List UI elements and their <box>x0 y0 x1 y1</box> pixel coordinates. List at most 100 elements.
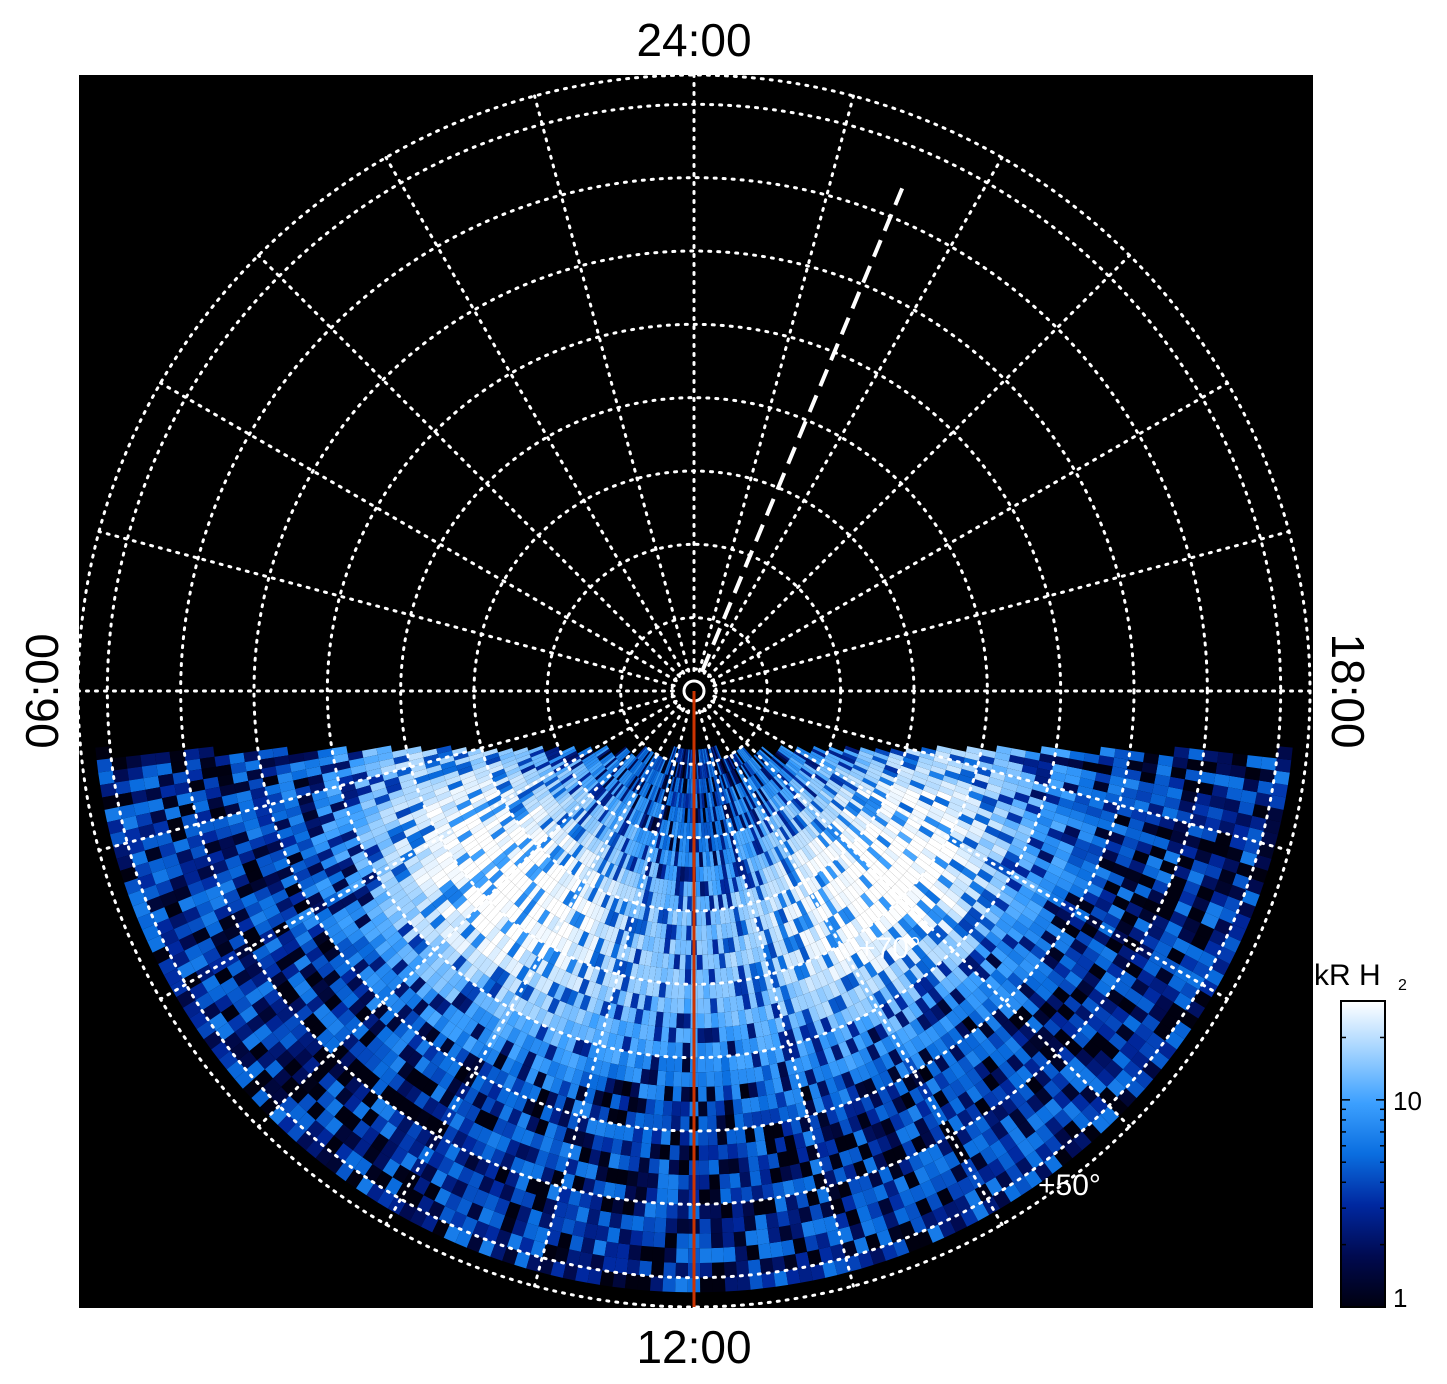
emission-cell <box>479 994 495 1011</box>
emission-cell <box>413 939 430 955</box>
emission-cell <box>258 1005 277 1024</box>
emission-cell <box>224 854 243 870</box>
emission-cell <box>290 822 308 836</box>
emission-cell <box>545 801 560 815</box>
emission-cell <box>306 995 325 1013</box>
emission-cell <box>574 863 586 878</box>
emission-cell <box>243 817 261 832</box>
emission-cell <box>688 852 693 867</box>
emission-cell <box>201 974 221 993</box>
emission-cell <box>337 857 355 871</box>
emission-cell <box>189 1010 209 1029</box>
emission-cell <box>450 934 466 951</box>
emission-cell <box>712 1042 721 1058</box>
emission-cell <box>739 1171 752 1188</box>
emission-cell <box>183 869 202 886</box>
emission-cell <box>369 1019 387 1037</box>
emission-cell <box>324 1116 344 1136</box>
emission-cell <box>584 778 597 791</box>
emission-cell <box>520 816 535 830</box>
emission-cell <box>111 756 128 771</box>
emission-cell <box>407 886 424 901</box>
emission-cell <box>513 747 529 756</box>
emission-cell <box>325 922 343 939</box>
emission-cell <box>289 1085 309 1104</box>
emission-cell <box>301 1012 320 1031</box>
emission-cell <box>220 977 239 995</box>
emission-cell <box>414 1056 431 1074</box>
emission-cell <box>328 1061 347 1080</box>
emission-cell <box>537 814 551 827</box>
emission-cell <box>323 945 341 963</box>
emission-cell <box>552 787 567 799</box>
emission-cell <box>482 883 497 899</box>
emission-cell <box>523 899 537 915</box>
emission-cell <box>524 770 539 782</box>
emission-cell <box>610 782 623 796</box>
emission-cell <box>251 1088 271 1108</box>
emission-cell <box>711 1232 724 1249</box>
emission-cell <box>272 746 289 758</box>
emission-cell <box>595 768 608 781</box>
emission-cell <box>359 920 377 936</box>
emission-cell <box>458 804 475 816</box>
emission-cell <box>214 967 233 985</box>
emission-cell <box>629 759 641 773</box>
emission-cell <box>578 882 590 898</box>
emission-cell <box>564 839 578 854</box>
emission-cell <box>290 859 308 875</box>
emission-cell <box>185 758 202 772</box>
emission-cell <box>622 806 632 821</box>
emission-cell <box>505 766 521 777</box>
emission-cell <box>521 839 536 854</box>
emission-cell <box>202 947 222 965</box>
emission-cell <box>226 986 246 1005</box>
emission-cell <box>662 1276 676 1292</box>
emission-cell <box>209 894 228 911</box>
emission-cell <box>386 931 403 947</box>
emission-cell <box>318 812 336 826</box>
emission-cell <box>541 894 554 910</box>
emission-cell <box>118 804 136 819</box>
emission-cell <box>494 986 509 1003</box>
emission-cell <box>231 908 250 924</box>
emission-cell <box>511 871 526 886</box>
emission-cell <box>520 764 536 774</box>
emission-cell <box>746 1244 760 1261</box>
emission-cell <box>402 949 419 966</box>
emission-cell <box>415 872 431 887</box>
emission-cell <box>313 840 331 855</box>
emission-cell <box>264 1059 284 1079</box>
emission-cell <box>346 951 364 968</box>
emission-cell <box>681 910 688 926</box>
emission-cell <box>341 1033 359 1051</box>
emission-cell <box>708 1145 719 1161</box>
emission-cell <box>309 782 326 794</box>
emission-cell <box>493 830 509 844</box>
emission-cell <box>366 768 383 779</box>
emission-cell <box>624 790 635 805</box>
emission-cell <box>677 1204 689 1219</box>
emission-cell <box>440 945 456 961</box>
emission-cell <box>289 761 306 773</box>
emission-cell <box>723 1246 736 1263</box>
emission-cell <box>435 874 451 889</box>
emission-cell <box>400 1152 418 1171</box>
emission-cell <box>733 1231 747 1247</box>
emission-cell <box>735 1128 747 1144</box>
emission-cell <box>174 781 191 796</box>
emission-cell <box>597 748 611 759</box>
emission-cell <box>422 1096 439 1115</box>
emission-cell <box>310 832 328 847</box>
emission-cell <box>482 839 497 853</box>
emission-cell <box>380 1067 398 1085</box>
emission-cell <box>689 808 693 823</box>
emission-cell <box>410 763 427 773</box>
emission-cell <box>302 809 319 822</box>
emission-cell <box>571 762 585 774</box>
emission-cell <box>158 957 177 976</box>
emission-cell <box>338 1050 357 1069</box>
emission-cell <box>601 793 614 807</box>
emission-cell <box>389 1055 407 1074</box>
emission-cell <box>569 760 584 771</box>
